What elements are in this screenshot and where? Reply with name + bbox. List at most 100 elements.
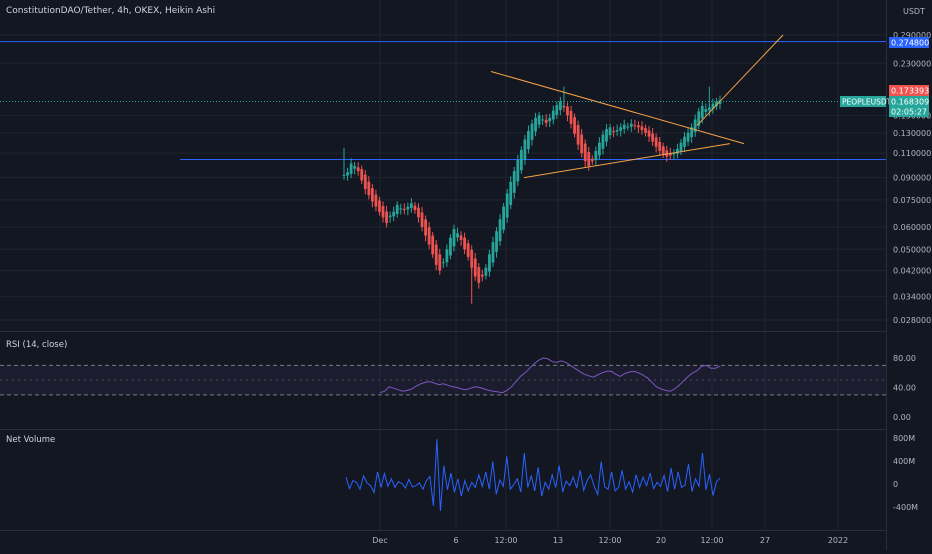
volume-tick-label: 800M: [893, 434, 915, 443]
time-tick-label: 13: [553, 536, 563, 545]
hline-price-label: 0.274800: [891, 39, 929, 48]
candle-body: [502, 206, 506, 230]
volume-tick-label: -400M: [893, 503, 918, 512]
trendline: [523, 143, 731, 179]
candle-body: [498, 219, 502, 242]
candle-body: [342, 174, 346, 176]
candle-body: [629, 123, 633, 127]
candle-body: [385, 211, 388, 224]
price-tick-label: 0.090000: [893, 174, 931, 183]
candle-body: [541, 119, 545, 121]
candle-body: [491, 242, 495, 263]
candle-body: [601, 134, 605, 149]
candle-body: [509, 181, 513, 205]
candle-body: [512, 171, 516, 193]
price-tick-label: 0.042000: [893, 267, 931, 276]
time-tick-label: 6: [453, 536, 458, 545]
candle-body: [651, 133, 655, 142]
candle-body: [388, 215, 392, 218]
candle-body: [704, 109, 708, 112]
candle-body: [417, 207, 420, 218]
candle-body: [477, 267, 481, 283]
current-price-tag[interactable]: [889, 96, 929, 117]
candles[interactable]: [342, 86, 722, 304]
candle-body: [619, 127, 623, 131]
candle-body: [615, 130, 619, 132]
candle-body: [690, 127, 694, 138]
candle-body: [566, 106, 569, 116]
candle-body: [399, 208, 403, 210]
candle-body: [459, 235, 463, 240]
candle-body: [402, 208, 406, 211]
candle-body: [353, 166, 357, 169]
rsi-tick-label: 0.00: [893, 413, 911, 422]
candle-body: [665, 150, 669, 157]
candle-body: [466, 243, 470, 257]
trendline: [490, 71, 745, 145]
candle-body: [370, 188, 374, 202]
volume-title[interactable]: Net Volume: [6, 435, 55, 445]
hline-price-tag[interactable]: [889, 37, 929, 48]
candle-body: [569, 110, 573, 124]
price-tick-label: 0.034000: [893, 292, 931, 301]
candle-body: [420, 212, 424, 228]
candle-body: [346, 172, 349, 176]
time-tick-label: Dec: [372, 536, 387, 545]
candle-body: [715, 101, 718, 107]
candle-body: [484, 267, 488, 276]
candle-body: [637, 125, 640, 128]
trendlines[interactable]: [490, 34, 784, 179]
rsi-line[interactable]: [379, 357, 721, 394]
candle-body: [697, 111, 701, 126]
currency-label[interactable]: USDT: [903, 7, 925, 16]
volume-tick-label: 0: [893, 480, 898, 489]
candle-body: [431, 235, 435, 255]
candle-body: [463, 237, 467, 250]
candle-body: [534, 117, 537, 132]
rsi-title[interactable]: RSI (14, close): [6, 340, 67, 350]
candle-body: [590, 158, 594, 162]
candle-body: [555, 105, 559, 115]
candle-body: [452, 229, 456, 247]
candle-body: [374, 194, 378, 207]
candle-body: [583, 143, 587, 162]
candle-body: [406, 206, 410, 210]
candle-body: [686, 132, 690, 142]
candle-body: [576, 125, 580, 145]
candle-body: [505, 193, 509, 218]
candle-body: [683, 136, 686, 147]
price-tick-label: 0.110000: [893, 149, 931, 158]
volume-axis[interactable]: 800M 400M 0 -400M: [893, 434, 918, 512]
candle-body: [633, 125, 637, 127]
candle-body: [661, 146, 665, 155]
price-tick-label: 0.050000: [893, 245, 931, 254]
price-tick-label: 0.130000: [893, 129, 931, 138]
candle-body: [449, 237, 452, 256]
candle-body: [548, 117, 552, 122]
candle-body: [516, 160, 520, 182]
time-tick-label: 12:00: [494, 536, 517, 545]
time-tick-label: 27: [760, 536, 770, 545]
time-axis[interactable]: Dec 6 12:00 13 12:00 20 12:00 27 2022: [372, 536, 848, 545]
candle-body: [711, 103, 715, 109]
price-tick-label: 0.075000: [893, 196, 931, 205]
candle-body: [519, 149, 523, 171]
candle-body: [573, 117, 576, 134]
horizontal-lines[interactable]: [0, 41, 886, 160]
candle-body: [480, 274, 484, 277]
symbol-tag[interactable]: [840, 96, 886, 107]
candle-body: [470, 249, 474, 268]
candle-body: [644, 128, 647, 133]
net-volume-line[interactable]: [345, 439, 721, 512]
last-price-tag[interactable]: [889, 85, 929, 96]
time-tick-label: 2022: [828, 536, 848, 545]
candle-body: [360, 169, 364, 181]
candle-body: [527, 130, 530, 150]
rsi-axis[interactable]: 80.00 40.00 0.00: [893, 354, 916, 422]
candle-body: [594, 150, 598, 161]
time-tick-label: 12:00: [598, 536, 621, 545]
candle-body: [473, 258, 477, 277]
